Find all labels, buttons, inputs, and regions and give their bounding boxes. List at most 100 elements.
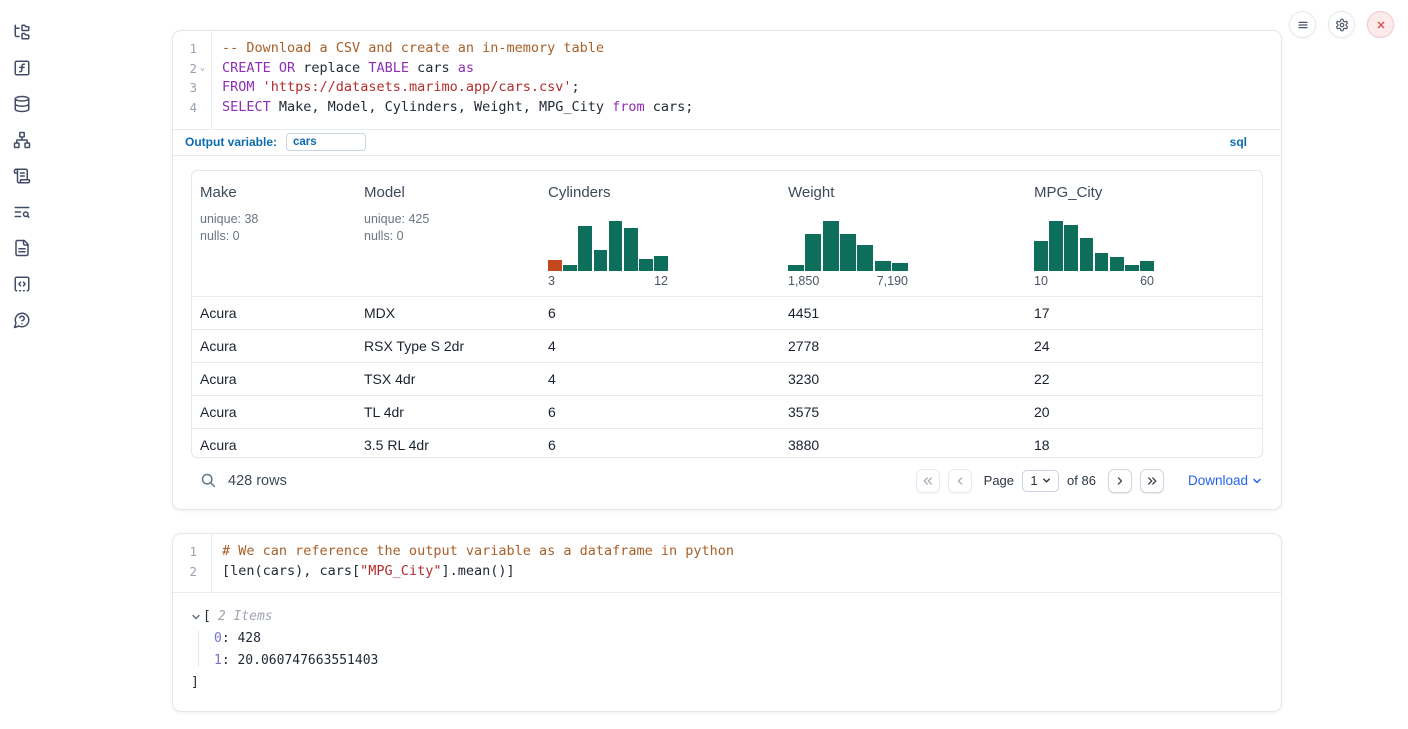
histogram-bar[interactable]	[788, 264, 804, 271]
histogram-bars	[1034, 219, 1154, 271]
column-stats: unique: 425 nulls: 0	[364, 211, 532, 245]
open-bracket: [	[203, 609, 211, 625]
line-number: 2	[189, 563, 197, 579]
table-row[interactable]: Acura TL 4dr 6 3575 20	[192, 394, 1262, 428]
histogram-bar[interactable]	[654, 255, 668, 271]
language-tag: sql	[1229, 135, 1247, 150]
column-histogram: 3 12	[548, 219, 668, 288]
table-cell: Acura	[200, 337, 237, 354]
code-line[interactable]: -- Download a CSV and create an in-memor…	[222, 40, 605, 56]
histogram-bar[interactable]	[822, 220, 839, 271]
menu-button[interactable]	[1289, 11, 1316, 38]
topbar	[1289, 11, 1394, 38]
histogram-bar[interactable]	[874, 260, 891, 271]
table-cell: 20	[1034, 403, 1050, 420]
column-header[interactable]: Model unique: 425 nulls: 0	[356, 171, 540, 296]
collapse-chevron-icon[interactable]	[191, 612, 203, 622]
table-cell: 4	[548, 337, 556, 354]
histogram-bar[interactable]	[639, 258, 653, 271]
histogram-bar[interactable]	[805, 233, 822, 271]
histogram-bar[interactable]	[892, 262, 909, 271]
table-cell: 2778	[788, 337, 820, 354]
python-code-editor[interactable]: 1 # We can reference the output variable …	[173, 534, 1281, 593]
code-line[interactable]: # We can reference the output variable a…	[222, 543, 735, 559]
item-index: 0	[214, 631, 222, 647]
table-cell: 3230	[788, 370, 820, 387]
histogram-bar[interactable]	[1125, 264, 1139, 271]
column-header[interactable]: Weight 1,850 7,190	[780, 171, 1026, 296]
shutdown-button[interactable]	[1367, 11, 1394, 38]
histogram-bar[interactable]	[840, 233, 856, 271]
document-icon[interactable]	[13, 239, 31, 257]
next-page-button[interactable]	[1107, 468, 1132, 493]
table-cell: Acura	[200, 436, 237, 453]
table-cell: TSX 4dr	[364, 370, 416, 387]
sql-code-editor[interactable]: 1 -- Download a CSV and create an in-memo…	[173, 31, 1281, 129]
stat-line: nulls: 0	[200, 228, 240, 243]
settings-button[interactable]	[1328, 11, 1355, 38]
item-value: : 20.060747663551403	[221, 653, 379, 669]
scroll-icon[interactable]	[13, 167, 31, 185]
axis-max-label: 60	[1140, 273, 1154, 288]
histogram-bar[interactable]	[1064, 224, 1079, 271]
prev-page-button[interactable]	[947, 468, 972, 493]
tree-root-row: [ 2 Items	[191, 606, 1263, 628]
dependency-graph-icon[interactable]	[13, 131, 31, 149]
row-count: 428 rows	[228, 472, 287, 489]
sql-cell: 1 -- Download a CSV and create an in-memo…	[172, 30, 1282, 510]
download-button[interactable]: Download	[1188, 473, 1262, 488]
code-line[interactable]: CREATE OR replace TABLE cars as	[222, 59, 474, 76]
pagination: Page 1 of 86 Download	[915, 468, 1262, 493]
output-variable-input[interactable]	[286, 133, 367, 152]
table-row[interactable]: Acura 3.5 RL 4dr 6 3880 18	[192, 427, 1262, 457]
column-header[interactable]: MPG_City 10 60	[1026, 171, 1262, 296]
histogram-bar[interactable]	[593, 249, 608, 271]
column-header[interactable]: Make unique: 38 nulls: 0	[192, 171, 356, 296]
fold-chevron-icon[interactable]: ⌄	[199, 62, 206, 73]
database-icon[interactable]	[13, 95, 31, 113]
stat-line: nulls: 0	[364, 228, 404, 243]
file-tree-icon[interactable]	[13, 23, 31, 41]
code-line[interactable]: SELECT Make, Model, Cylinders, Weight, M…	[222, 99, 694, 116]
histogram-bar[interactable]	[1034, 240, 1048, 271]
sql-cell-footer: Output variable: sql	[173, 128, 1281, 156]
page-total-label: of 86	[1067, 473, 1096, 489]
histogram-bar[interactable]	[1094, 252, 1109, 271]
page-label: Page	[983, 473, 1015, 489]
code-line[interactable]: [len(cars), cars["MPG_City"].mean()]	[222, 562, 515, 579]
table-cell: 6	[548, 304, 556, 321]
histogram-bar[interactable]	[1140, 260, 1154, 271]
histogram-bar[interactable]	[1079, 237, 1094, 271]
table-cell: 3575	[788, 403, 820, 420]
column-histogram: 1,850 7,190	[788, 219, 909, 288]
python-cell: 1 # We can reference the output variable …	[172, 533, 1282, 712]
histogram-bar[interactable]	[1109, 256, 1124, 271]
page-select[interactable]: 1	[1022, 469, 1060, 492]
histogram-bar[interactable]	[608, 220, 623, 271]
search-icon[interactable]	[200, 472, 217, 489]
close-icon	[1377, 21, 1384, 28]
histogram-bar[interactable]	[1049, 220, 1063, 271]
table-row[interactable]: Acura RSX Type S 2dr 4 2778 24	[192, 328, 1262, 362]
column-name: Weight	[788, 183, 835, 201]
help-icon[interactable]	[13, 311, 31, 329]
histogram-bar[interactable]	[623, 227, 638, 271]
python-output: [ 2 Items 0: 428 1: 20.060747663551403 ]	[173, 592, 1281, 694]
column-header[interactable]: Cylinders 3 12	[540, 171, 780, 296]
snippets-icon[interactable]	[13, 275, 31, 293]
item-value: : 428	[221, 631, 261, 647]
table-row[interactable]: Acura TSX 4dr 4 3230 22	[192, 361, 1262, 395]
code-line[interactable]: FROM 'https://datasets.marimo.app/cars.c…	[222, 79, 580, 96]
settings-gear-icon	[1335, 18, 1348, 31]
histogram-bar[interactable]	[548, 259, 562, 271]
table-cell: Acura	[200, 304, 237, 321]
first-page-button[interactable]	[915, 468, 940, 493]
histogram-bar[interactable]	[857, 244, 874, 271]
function-icon[interactable]	[13, 59, 31, 77]
text-search-icon[interactable]	[13, 203, 31, 221]
last-page-button[interactable]	[1139, 468, 1164, 493]
histogram-bar[interactable]	[563, 264, 577, 271]
histogram-bar[interactable]	[578, 225, 593, 271]
tree-connector	[198, 631, 199, 668]
table-row[interactable]: Acura MDX 6 4451 17	[192, 295, 1262, 329]
